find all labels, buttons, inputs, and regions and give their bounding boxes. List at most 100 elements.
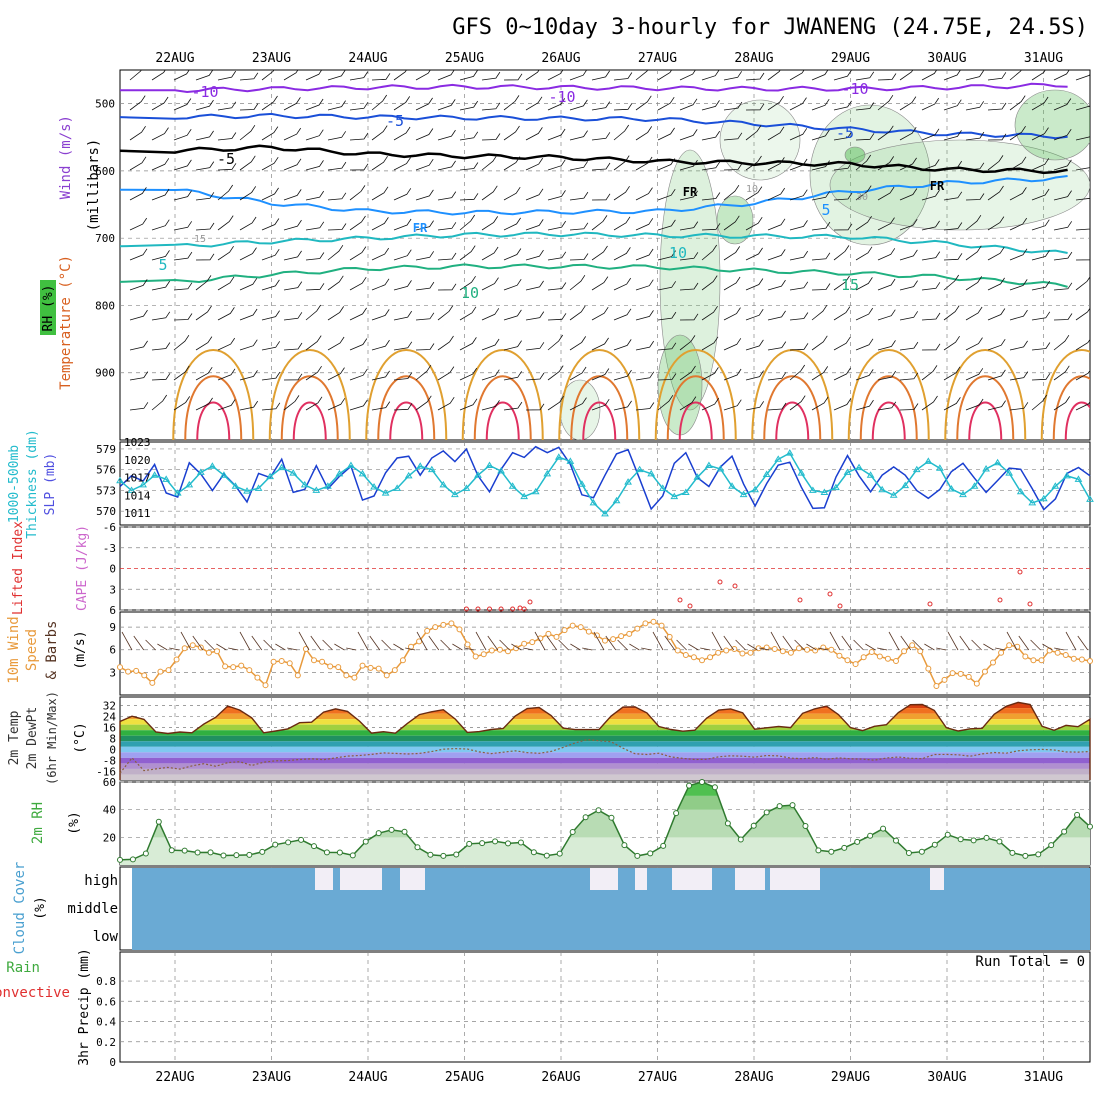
wind-barb	[591, 215, 608, 231]
surface-wind-barb	[157, 643, 168, 651]
cloud-gap	[370, 868, 382, 890]
wind-barb	[987, 216, 1005, 231]
thickness-point	[127, 486, 136, 493]
wind-barb	[767, 341, 787, 351]
wind-speed-point	[505, 648, 511, 655]
rh-point	[880, 825, 887, 832]
warm-contour	[859, 375, 918, 440]
wind-barb	[701, 336, 719, 351]
thickness-point	[220, 471, 228, 478]
cloud-gap	[930, 868, 944, 890]
wind-barb	[305, 396, 323, 411]
wind-speed-point	[901, 648, 908, 655]
wind-barb	[305, 70, 323, 81]
rh-point	[349, 852, 356, 859]
warm-contour	[268, 349, 351, 440]
wind-barb	[1009, 125, 1026, 141]
date-label-top: 24AUG	[348, 51, 387, 66]
temp-tick: -16	[96, 766, 116, 779]
wind-barb	[767, 218, 786, 231]
wind-barb	[371, 339, 390, 351]
surface-wind-barb	[570, 643, 581, 651]
wind-speed-point	[626, 630, 633, 637]
wind-barb	[349, 102, 369, 111]
thickness-point	[866, 471, 875, 478]
wind-barb	[943, 397, 961, 411]
rh-point	[336, 849, 343, 856]
wind-barb	[701, 100, 720, 111]
wind-barb	[657, 311, 677, 321]
thickness-point	[335, 469, 344, 477]
surface-wind-barb	[251, 635, 263, 651]
wind-barb	[415, 189, 434, 201]
wind-barb	[393, 126, 411, 141]
wind-barb	[195, 275, 212, 291]
precip-tick: 0.2	[96, 1036, 116, 1049]
wind-speed-point	[214, 648, 220, 655]
wind-speed-point	[610, 636, 617, 643]
wind-barb	[569, 305, 586, 321]
wind-speed-point	[909, 642, 916, 649]
wind-barb	[217, 132, 237, 141]
thickness-point	[393, 484, 402, 491]
wind-barb	[371, 155, 388, 171]
wind-speed-point	[998, 649, 1005, 656]
wind-barb	[437, 70, 455, 81]
rh-point	[530, 849, 537, 856]
thickness-point	[485, 461, 494, 469]
wind-barb	[283, 395, 300, 411]
thickness-point	[785, 449, 794, 456]
wind-barb	[129, 371, 149, 381]
wind-speed-point	[319, 658, 326, 665]
contour-label: -5	[386, 112, 404, 130]
wind-speed-point	[189, 642, 196, 649]
wind-barb	[767, 70, 781, 81]
rh-point	[129, 856, 136, 863]
surface-wind-barb	[676, 639, 687, 651]
li-point	[1017, 569, 1023, 575]
wind-barb	[657, 96, 675, 111]
wind-barb	[1075, 73, 1090, 81]
wind-barb	[789, 158, 808, 171]
wind-speed-point	[383, 672, 390, 679]
wind-barb	[349, 338, 368, 351]
wind-speed-point	[343, 672, 350, 679]
wind-speed-point	[133, 667, 140, 674]
wind-barb	[701, 161, 721, 171]
surface-wind-barb	[747, 643, 758, 651]
isotherm-line	[120, 231, 1068, 254]
wind-barb	[327, 100, 346, 111]
thickness-point	[982, 465, 990, 472]
thickness-point	[508, 482, 517, 489]
rh-point	[841, 844, 848, 851]
wind-barb	[1031, 96, 1049, 111]
wind-speed-point	[739, 650, 746, 657]
wind-barb	[701, 70, 720, 81]
wind-barb	[261, 402, 281, 411]
wind-barb	[899, 188, 918, 201]
wind-speed-point	[496, 646, 503, 653]
warm-contour	[389, 401, 424, 440]
wind-barb	[327, 336, 345, 351]
temp-color-band	[120, 702, 1090, 709]
rh-point	[220, 852, 227, 859]
wind-barb	[261, 70, 275, 81]
wind-barb	[283, 127, 302, 141]
rh-point	[323, 849, 330, 856]
wind-barb	[569, 161, 589, 171]
thickness-point	[912, 465, 921, 473]
wind-barb	[547, 395, 564, 411]
wind-barb	[239, 124, 256, 141]
wind-barb	[943, 99, 962, 111]
surface-wind-barb	[782, 635, 794, 651]
wind-barb	[899, 249, 918, 261]
wind-speed-point	[141, 672, 148, 679]
contour-label: FR	[683, 185, 698, 199]
warm-contour	[172, 349, 255, 440]
wind-barb	[855, 277, 873, 291]
thickness-point	[416, 462, 425, 469]
thickness-point	[901, 481, 910, 489]
temp-line	[119, 701, 1091, 780]
wind-barb	[503, 125, 520, 141]
wind-barb	[481, 369, 500, 381]
